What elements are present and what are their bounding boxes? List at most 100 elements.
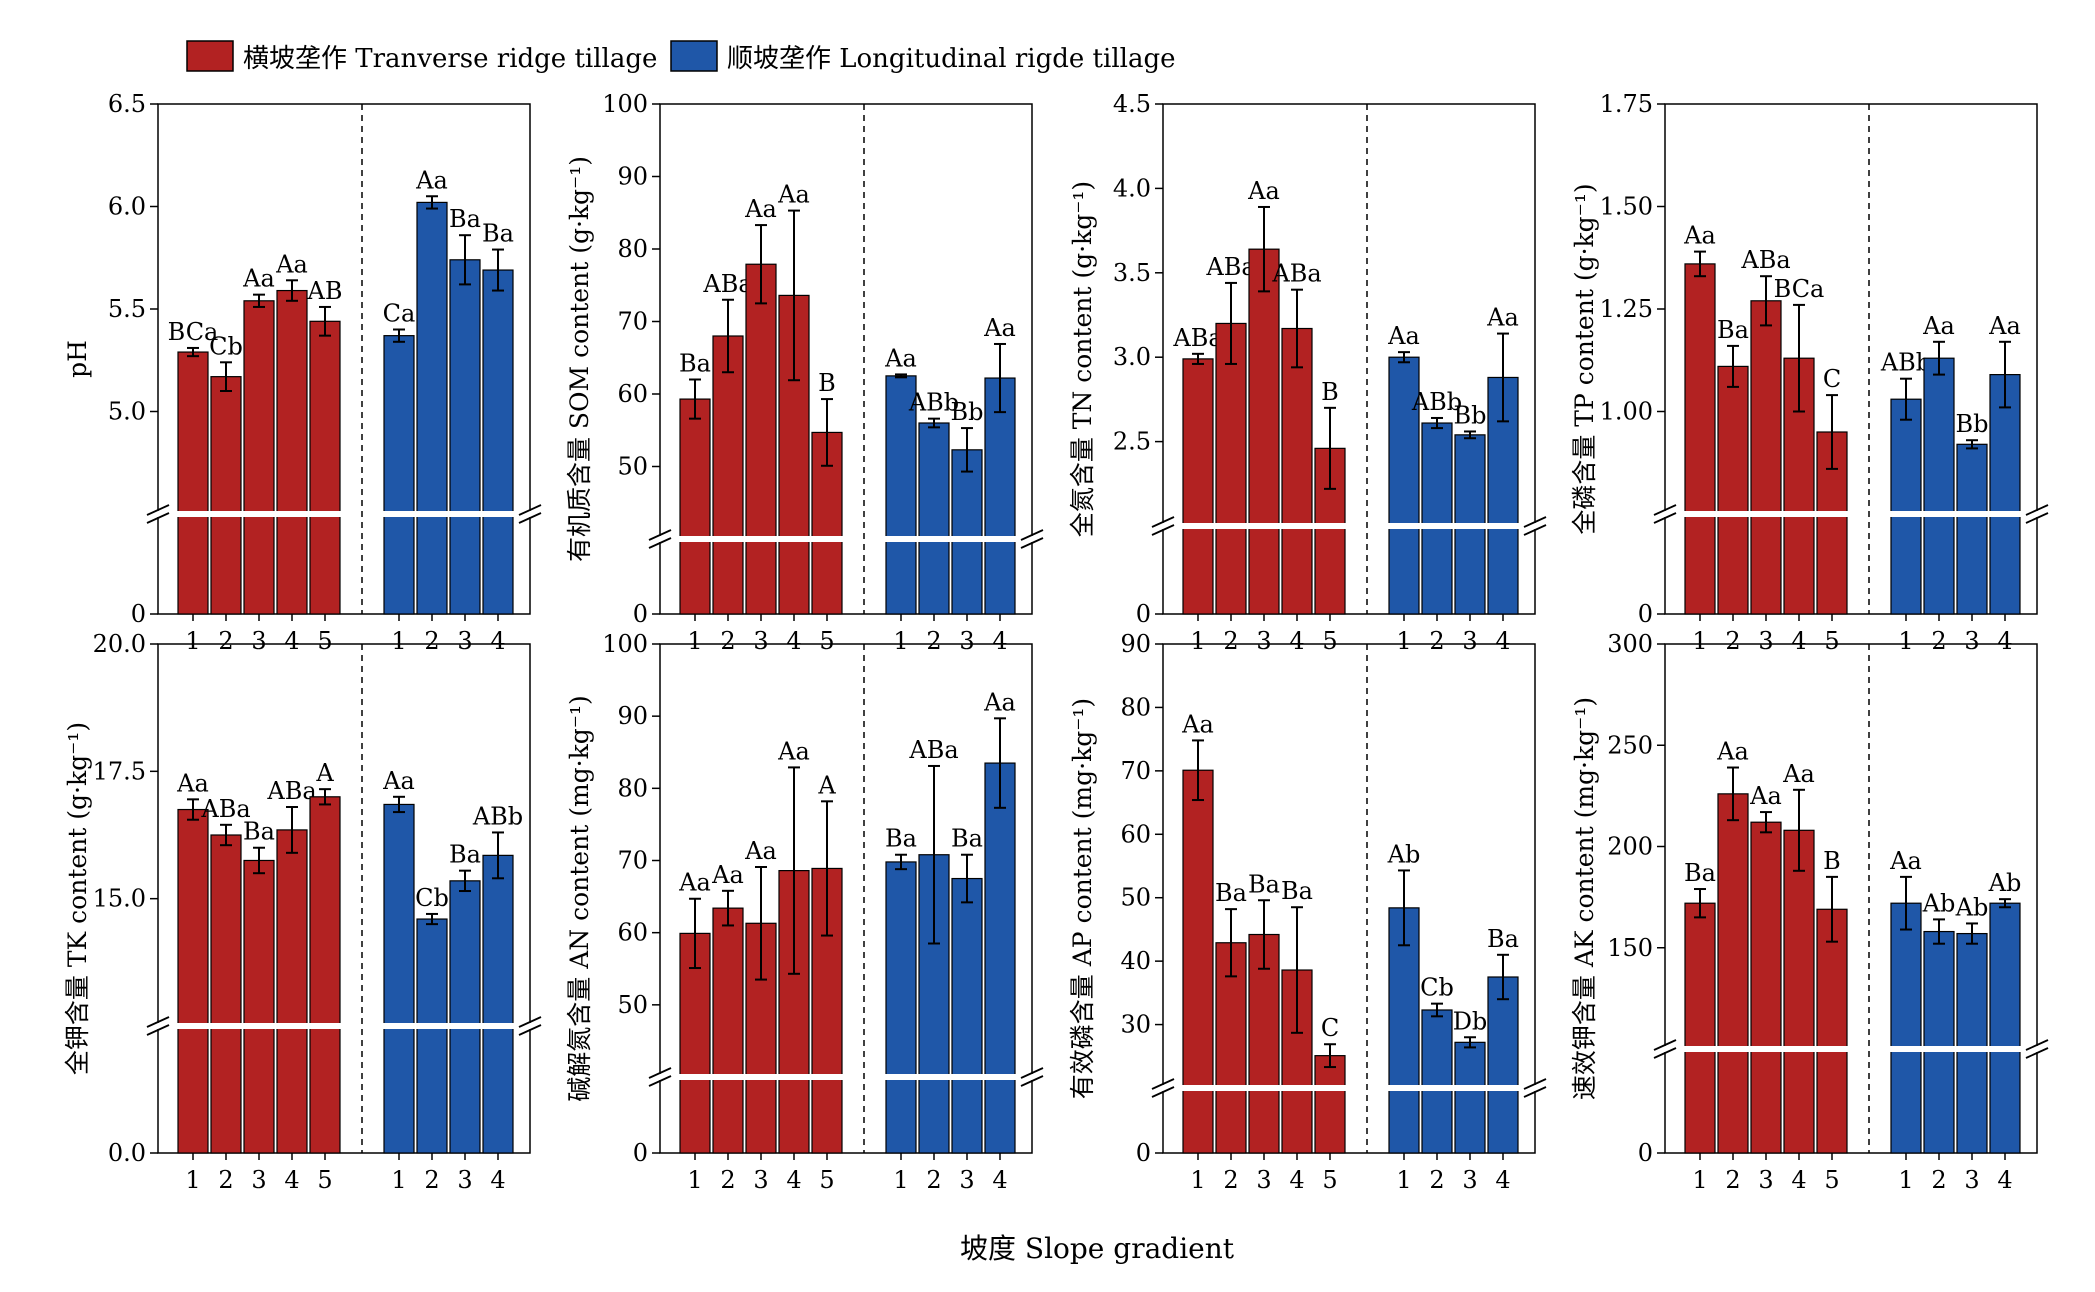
bar <box>1989 374 2021 615</box>
axis-break-band <box>674 1074 848 1080</box>
chart-panel-2: 100 90 80 70 60 50 0 有机质含量 SOM content (g·kg⁻¹)… <box>565 90 1044 655</box>
significance-label: Ab <box>1988 869 2022 897</box>
y-tick-label: 300 <box>1607 630 1653 658</box>
x-tick-label: 3 <box>1758 627 1773 655</box>
significance-label: Aa <box>983 314 1016 342</box>
axis-break-slash <box>1523 1086 1547 1098</box>
axis-break-slash <box>2025 512 2049 524</box>
x-tick-label: 4 <box>786 627 801 655</box>
x-tick-label: 3 <box>1462 627 1477 655</box>
significance-label: Ba <box>1487 925 1519 953</box>
bar <box>243 859 275 1154</box>
x-tick-label: 3 <box>959 627 974 655</box>
significance-label: ABa <box>908 736 958 764</box>
y-axis-title: 碱解氮含量 AN content (mg·kg⁻¹) <box>565 695 594 1101</box>
bar <box>1923 930 1955 1154</box>
significance-label: Aa <box>1387 322 1420 350</box>
axis-break-band <box>1383 523 1524 529</box>
x-tick-label: 3 <box>1758 1166 1773 1194</box>
y-zero-label: 0.0 <box>108 1139 146 1167</box>
axis-break-gap <box>1159 523 1167 529</box>
bar <box>309 796 341 1154</box>
significance-label: Cb <box>415 884 449 912</box>
y-tick-label: 100 <box>602 90 648 118</box>
x-tick-label: 1 <box>1898 1166 1913 1194</box>
axis-break-slash <box>1653 512 1677 524</box>
axis-break-slash <box>1653 504 1677 516</box>
x-tick-label: 4 <box>1289 627 1304 655</box>
x-tick-label: 4 <box>992 627 1007 655</box>
axis-break-gap <box>656 536 664 542</box>
significance-label: Ba <box>951 825 983 853</box>
axis-break-slash <box>2025 1047 2049 1059</box>
axis-break-slash <box>2025 504 2049 516</box>
bar <box>1314 1055 1346 1154</box>
significance-label: Ab <box>1955 893 1989 921</box>
chart-panels: 6.56.05.55.00pHBCa1Cb2Aa3Aa4AB5Ca1Aa2Ba3… <box>63 90 2049 1194</box>
x-tick-label: 2 <box>1429 627 1444 655</box>
significance-label: ABa <box>1271 260 1321 288</box>
bar <box>1684 902 1716 1154</box>
x-tick-label: 2 <box>1223 627 1238 655</box>
y-zero-label: 0 <box>1638 600 1653 628</box>
x-tick-label: 3 <box>1964 1166 1979 1194</box>
x-tick-label: 1 <box>1190 627 1205 655</box>
significance-label: ABa <box>266 777 316 805</box>
significance-label: Ba <box>482 220 514 248</box>
x-tick-label: 2 <box>1725 1166 1740 1194</box>
y-tick-label: 4.0 <box>1113 174 1151 202</box>
axis-break-band <box>1885 511 2026 517</box>
axis-break-slash <box>648 537 672 549</box>
x-tick-label: 2 <box>1931 1166 1946 1194</box>
y-tick-label: 70 <box>1120 757 1151 785</box>
axis-break-gap <box>154 511 162 517</box>
axis-break-band <box>1177 1085 1351 1091</box>
x-tick-label: 1 <box>893 627 908 655</box>
significance-label: Bb <box>1956 410 1989 438</box>
bar <box>1684 263 1716 615</box>
x-tick-label: 1 <box>1396 1166 1411 1194</box>
x-tick-label: 1 <box>687 1166 702 1194</box>
significance-label: Aa <box>1716 738 1749 766</box>
x-tick-label: 2 <box>1725 627 1740 655</box>
y-tick-label: 40 <box>1120 947 1151 975</box>
significance-label: Aa <box>1889 847 1922 875</box>
significance-label: ABa <box>1172 324 1222 352</box>
bar <box>984 377 1016 615</box>
axis-break-slash <box>1020 537 1044 549</box>
axis-break-slash <box>146 1016 170 1028</box>
y-tick-label: 3.0 <box>1113 343 1151 371</box>
significance-label: Aa <box>1683 222 1716 250</box>
plot-frame <box>659 643 1033 1154</box>
significance-label: ABa <box>1740 246 1790 274</box>
bar <box>449 259 481 615</box>
bar <box>1215 942 1247 1154</box>
bar <box>276 289 308 615</box>
y-tick-label: 60 <box>617 919 648 947</box>
legend-label-longitudinal: 顺坡垄作 Longitudinal rigde tillage <box>727 44 1175 74</box>
significance-label: Ba <box>243 818 275 846</box>
y-axis-title: 全磷含量 TP content (g·kg⁻¹) <box>1570 183 1599 534</box>
chart-panel-1: 6.5 6.0 5.5 5.0 0 pH BCa 1 Cb 2 Aa 3 Aa 4 AB 5 Ca 1 Aa 2 Ba 3… <box>63 90 542 655</box>
bar <box>210 834 242 1154</box>
axis-break-slash <box>1151 516 1175 528</box>
significance-label: ABb <box>1880 349 1931 377</box>
significance-label: Aa <box>744 195 777 223</box>
significance-label: Ab <box>1922 889 1956 917</box>
x-tick-label: 1 <box>1190 1166 1205 1194</box>
axis-break-slash <box>2025 1039 2049 1051</box>
significance-label: Aa <box>242 265 275 293</box>
significance-label: A <box>817 771 836 799</box>
significance-label: Aa <box>777 181 810 209</box>
chart-panel-8: 300 250 200 150 0 速效钾含量 AK content (mg·kg⁻¹) B… <box>1570 630 2049 1194</box>
significance-label: Ba <box>1281 877 1313 905</box>
x-axis-title: 坡度 Slope gradient <box>960 1232 1235 1265</box>
y-tick-label: 50 <box>1120 884 1151 912</box>
y-tick-label: 90 <box>617 702 648 730</box>
x-tick-label: 4 <box>490 627 505 655</box>
bar <box>1421 1009 1453 1154</box>
axis-break-gap <box>1531 1085 1539 1091</box>
x-tick-label: 4 <box>284 1166 299 1194</box>
chart-panel-5: 20.0 17.5 15.0 0.0 全钾含量 TK content (g·kg⁻¹) A… <box>63 630 542 1194</box>
